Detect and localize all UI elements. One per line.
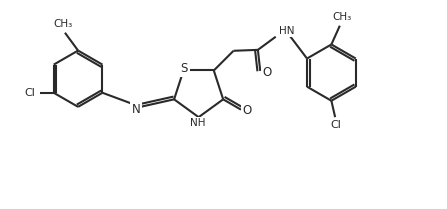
Text: CH₃: CH₃ <box>332 12 351 22</box>
Text: Cl: Cl <box>331 120 342 130</box>
Text: Cl: Cl <box>25 88 36 98</box>
Text: S: S <box>181 62 188 75</box>
Text: O: O <box>262 66 271 79</box>
Text: HN: HN <box>279 26 295 36</box>
Text: NH: NH <box>190 118 206 128</box>
Text: N: N <box>131 103 140 116</box>
Text: CH₃: CH₃ <box>54 19 73 29</box>
Text: O: O <box>242 104 252 117</box>
